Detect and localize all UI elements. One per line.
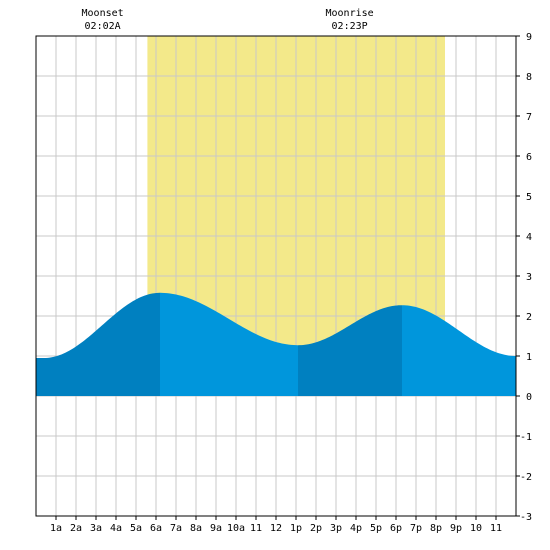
y-tick-label: 9 [526,32,532,43]
y-tick-label: -2 [520,472,532,483]
x-tick-label: 10a [227,523,245,534]
x-tick-label: 4a [110,523,122,534]
tide-segment-rising [44,292,160,396]
y-tick-label: 4 [526,232,532,243]
x-tick-label: 1p [290,523,302,534]
moon-event-label: Moonset [82,8,124,19]
x-tick-label: 8a [190,523,202,534]
y-tick-label: 7 [526,112,532,123]
x-tick-label: 11 [490,523,502,534]
tide-area [36,292,516,396]
moon-event-label: Moonrise [326,8,374,19]
tide-segment-rising [298,305,402,396]
x-tick-label: 7p [410,523,422,534]
x-tick-label: 8p [430,523,442,534]
y-tick-label: -3 [520,512,532,523]
moon-event-time: 02:23P [332,21,368,32]
x-tick-label: 1a [50,523,62,534]
tide-segment-falling [160,292,298,396]
y-tick-label: 1 [526,352,532,363]
moon-event-time: 02:02A [85,21,121,32]
tide-segment-falling [402,305,516,396]
y-tick-label: 8 [526,72,532,83]
x-tick-label: 3p [330,523,342,534]
x-tick-label: 5a [130,523,142,534]
y-tick-label: 5 [526,192,532,203]
x-tick-label: 2p [310,523,322,534]
tide-segment-rising [36,358,44,396]
x-tick-label: 3a [90,523,102,534]
x-tick-label: 5p [370,523,382,534]
y-axis: 9 8 7 6 5 4 3 2 1 0 -1 -2 -3 [516,32,532,523]
y-tick-label: 3 [526,272,532,283]
x-tick-label: 6p [390,523,402,534]
x-axis: 1a 2a 3a 4a 5a 6a 7a 8a 9a 10a 11 12 1p 2p 3p 4p 5p 6p 7p 8… [50,516,502,534]
x-tick-label: 2a [70,523,82,534]
x-tick-label: 4p [350,523,362,534]
y-tick-label: 0 [526,392,532,403]
y-tick-label: -1 [520,432,532,443]
x-tick-label: 10 [470,523,482,534]
moon-annotations: Moonset 02:02A Moonrise 02:23P [82,8,374,32]
y-tick-label: 2 [526,312,532,323]
x-tick-label: 6a [150,523,162,534]
x-tick-label: 11 [250,523,262,534]
y-tick-label: 6 [526,152,532,163]
x-tick-label: 12 [270,523,282,534]
x-tick-label: 9a [210,523,222,534]
x-tick-label: 7a [170,523,182,534]
x-tick-label: 9p [450,523,462,534]
